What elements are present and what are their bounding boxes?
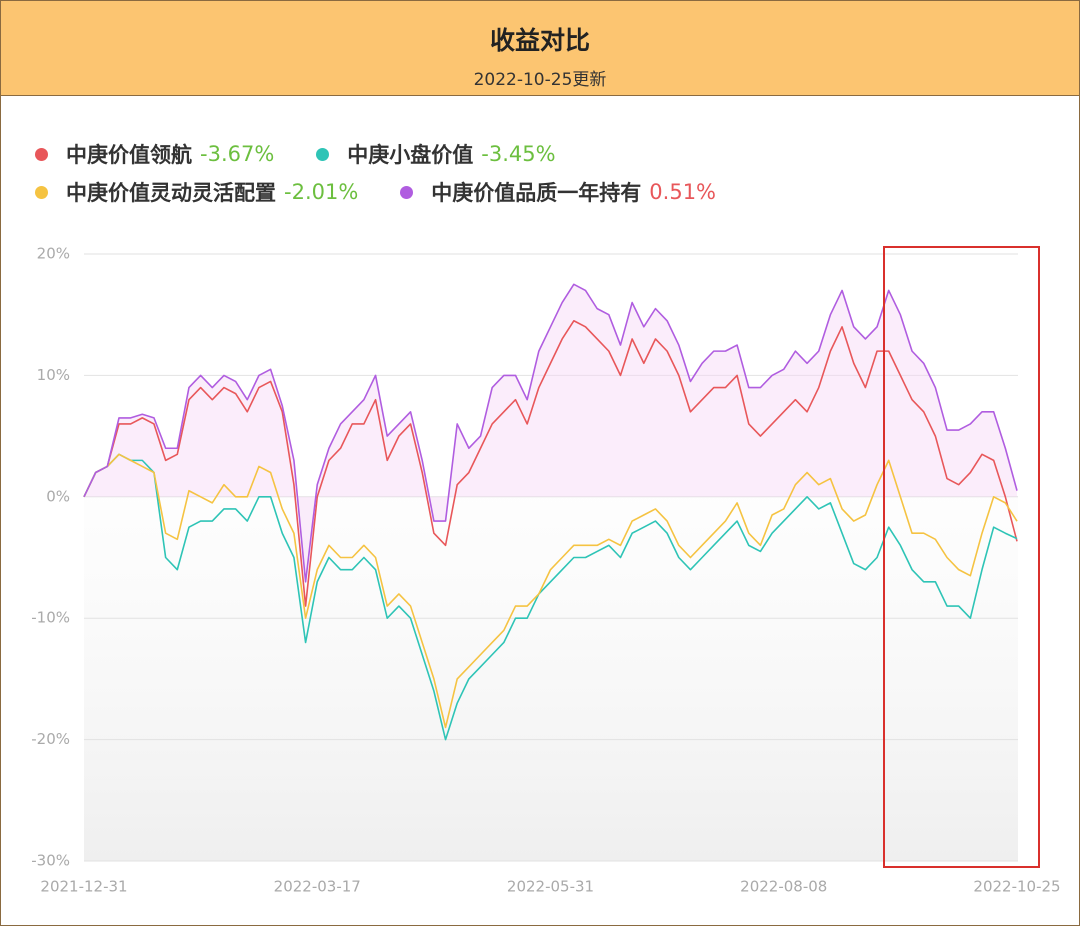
x-tick-label: 2021-12-31 (40, 878, 127, 896)
y-tick-label: 20% (37, 245, 70, 263)
y-tick-label: 10% (37, 366, 70, 384)
legend-name: 中庚价值品质一年持有 (431, 181, 642, 205)
legend-item: 中庚价值品质一年持有 0.51% (400, 177, 716, 207)
legend-item: 中庚价值领航 -3.67% (35, 139, 274, 169)
highlight-box (883, 246, 1040, 868)
y-tick-label: -10% (31, 609, 70, 627)
header: 收益对比 2022-10-25更新 (1, 1, 1079, 96)
plot-shade (84, 497, 1018, 861)
x-tick-label: 2022-10-25 (973, 878, 1060, 896)
legend-dot (316, 147, 330, 161)
area-fill (84, 284, 1017, 582)
legend-value: -2.01% (284, 180, 359, 204)
y-tick-label: -30% (31, 852, 70, 870)
x-tick-label: 2022-05-31 (507, 878, 594, 896)
legend-name: 中庚价值灵动灵活配置 (66, 181, 276, 205)
legend-item: 中庚价值灵动灵活配置 -2.01% (35, 177, 358, 207)
y-tick-label: 0% (46, 487, 70, 505)
legend-value: -3.67% (200, 142, 275, 166)
title: 收益对比 (489, 26, 590, 55)
legend-dot (400, 185, 414, 199)
series-line (83, 453, 1018, 729)
legend-dot (35, 185, 48, 199)
y-tick-label: -20% (31, 730, 70, 748)
legend-row: 中庚价值灵动灵活配置 -2.01% 中庚价值品质一年持有 0.51% (35, 173, 1035, 211)
series-line (83, 319, 1018, 607)
series-line (83, 453, 1018, 741)
series-line (83, 283, 1018, 583)
legend-item: 中庚小盘价值 -3.45% (316, 139, 556, 169)
legend-value: -3.45% (481, 142, 556, 166)
legend-name: 中庚小盘价值 (347, 143, 474, 167)
subtitle: 2022-10-25更新 (473, 70, 607, 90)
legend-name: 中庚价值领航 (66, 143, 192, 167)
legend: 中庚价值领航 -3.67% 中庚小盘价值 -3.45% 中庚价值灵动灵活配置 -2.01%… (35, 135, 1035, 211)
legend-row: 中庚价值领航 -3.67% 中庚小盘价值 -3.45% (35, 135, 1035, 173)
legend-dot (35, 147, 48, 161)
x-tick-label: 2022-08-08 (740, 878, 827, 896)
x-tick-label: 2022-03-17 (274, 878, 361, 896)
legend-value: 0.51% (649, 180, 717, 204)
